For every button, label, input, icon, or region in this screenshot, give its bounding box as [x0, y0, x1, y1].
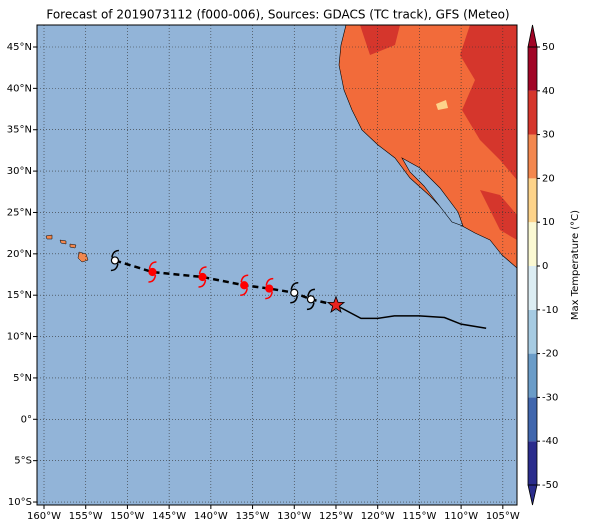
colorbar-tick-label: 20 — [542, 173, 555, 184]
track — [110, 249, 487, 330]
gulf-water — [401, 157, 464, 227]
storm-arm — [111, 249, 119, 258]
lat-tick-label: 45°N — [7, 42, 32, 53]
storm-arm — [265, 277, 274, 286]
storm-arm — [110, 263, 119, 272]
land — [338, 25, 517, 269]
lon-tick-label: 140°W — [194, 511, 228, 522]
storm-arm — [265, 291, 273, 300]
colorbar-tick-label: -40 — [542, 436, 558, 447]
storm-arm — [240, 274, 249, 283]
colorbar-bin — [528, 178, 537, 223]
lat-tick-label: 0° — [21, 414, 32, 425]
storm-arm — [307, 288, 315, 297]
lat-tick-label: 5°S — [14, 456, 32, 467]
land-cool — [436, 100, 448, 110]
map-area — [37, 25, 517, 505]
colorbar-label: Max Temperature (°C) — [570, 210, 581, 320]
storm-arm — [148, 274, 157, 283]
current-position — [326, 295, 346, 313]
lat-tick-label: 40°N — [7, 83, 32, 94]
lat-tick-label: 10°N — [7, 332, 32, 343]
map-title: Forecast of 2019073112 (f000-006), Sourc… — [46, 8, 509, 22]
lon-tick-label: 155°W — [69, 511, 103, 522]
storm-icon — [110, 256, 120, 265]
colorbar-bin — [528, 134, 537, 179]
land-hot — [480, 190, 517, 240]
hawaii — [69, 243, 77, 249]
storm-arm — [290, 281, 299, 290]
grid — [37, 25, 517, 505]
colorbar-extend-bottom — [527, 484, 538, 506]
storm-icon — [306, 295, 316, 304]
lat-tick-label: 25°N — [7, 207, 32, 218]
hawaii — [45, 234, 53, 240]
colorbar-tick-label: 30 — [542, 130, 555, 141]
storm-icon — [198, 272, 207, 282]
colorbar-tick-label: -20 — [542, 349, 558, 360]
colorbar-bin — [528, 397, 537, 442]
lat-tick-label: 15°N — [7, 290, 32, 301]
forecast-track — [114, 259, 337, 307]
map-frame — [36, 24, 518, 506]
lat-tick-label: 10°S — [8, 497, 32, 508]
lon-tick-label: 125°W — [319, 511, 353, 522]
colorbar-tick-label: 0 — [542, 261, 548, 272]
colorbar-bin — [528, 47, 537, 91]
lat-tick-label: 30°N — [7, 166, 32, 177]
observed-track — [335, 304, 487, 330]
lon-tick-label: 150°W — [110, 511, 144, 522]
colorbar-tick-label: 10 — [542, 217, 555, 228]
colorbar: -50 -40 -30 -20 -10 0 10 20 30 40 50 — [527, 24, 558, 506]
storm-arm — [240, 288, 248, 297]
storm-icon — [290, 288, 299, 297]
lon-tick-label: 130°W — [277, 511, 311, 522]
storm-arm — [148, 261, 157, 270]
storm-arm — [198, 279, 207, 288]
lon-tick-label: 115°W — [402, 511, 436, 522]
lon-tick-label: 160°W — [27, 511, 61, 522]
lat-tick-label: 5°N — [13, 373, 32, 384]
lat-tick-label: 35°N — [7, 125, 32, 136]
colorbar-extend-top — [527, 24, 538, 48]
storm-icon — [148, 267, 157, 277]
colorbar-tick-label: 50 — [542, 42, 555, 53]
storm-arm — [290, 295, 299, 304]
colorbar-bin — [528, 90, 537, 135]
lon-tick-label: 120°W — [361, 511, 395, 522]
storm-icon — [240, 281, 249, 290]
storm-arm — [306, 302, 315, 311]
lon-tick-label: 135°W — [236, 511, 270, 522]
hawaii — [59, 239, 67, 245]
colorbar-bin — [528, 309, 537, 354]
land-hot — [360, 25, 400, 55]
colorbar-bin — [528, 441, 537, 485]
lon-tick-label: 145°W — [152, 511, 186, 522]
colorbar-bin — [528, 353, 537, 398]
lon-tick-label: 110°W — [444, 511, 478, 522]
colorbar-tick-label: -10 — [542, 305, 558, 316]
lon-tick-label: 105°W — [486, 511, 520, 522]
colorbar-bin — [528, 222, 537, 266]
ticks: 160°W 155°W 150°W 145°W 140°W 135°W 130°W 125°W… — [7, 42, 520, 522]
land-hot — [460, 25, 517, 180]
lat-tick-label: 20°N — [7, 249, 32, 260]
colorbar-tick-label: -30 — [542, 392, 558, 403]
storm-icon — [265, 284, 274, 293]
colorbar-tick-label: 40 — [542, 86, 555, 97]
colorbar-tick-label: -50 — [542, 480, 558, 491]
colorbar-bin — [528, 266, 537, 310]
storm-arm — [198, 266, 207, 275]
